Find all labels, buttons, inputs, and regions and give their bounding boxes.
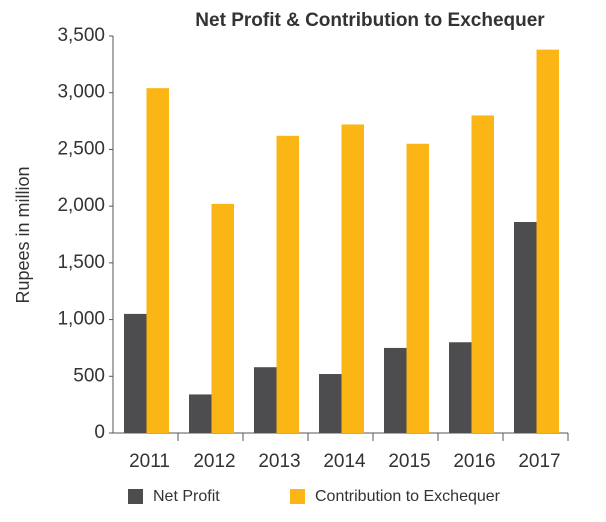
x-tick-label: 2013 <box>258 451 300 472</box>
y-tick-label: 1,500 <box>57 252 105 273</box>
legend-swatch <box>290 489 305 504</box>
bar <box>449 342 472 433</box>
bar <box>341 124 364 433</box>
x-tick-label: 2011 <box>129 451 170 472</box>
chart-title: Net Profit & Contribution to Exchequer <box>195 10 545 31</box>
bar <box>254 367 277 433</box>
bar <box>514 222 537 433</box>
legend-swatch <box>128 489 143 504</box>
bar <box>189 394 212 433</box>
bar <box>536 49 559 434</box>
bar <box>384 347 407 433</box>
bar <box>406 143 429 433</box>
x-tick-label: 2015 <box>388 451 430 472</box>
bar <box>276 135 299 433</box>
bar <box>146 88 169 434</box>
y-tick-label: 1,000 <box>57 309 105 330</box>
bar <box>319 374 342 433</box>
y-tick-label: 3,000 <box>57 82 105 103</box>
bar <box>211 203 234 433</box>
legend-label: Contribution to Exchequer <box>315 488 501 505</box>
x-tick-label: 2014 <box>323 451 366 472</box>
y-tick-label: 2,000 <box>57 195 105 216</box>
bar <box>124 313 147 433</box>
x-tick-label: 2012 <box>193 451 235 472</box>
legend-label: Net Profit <box>153 488 220 505</box>
y-tick-label: 3,500 <box>57 25 105 46</box>
y-axis-label: Rupees in million <box>13 166 33 303</box>
x-tick-label: 2016 <box>453 451 495 472</box>
y-tick-label: 500 <box>73 365 105 386</box>
y-tick-label: 2,500 <box>57 138 105 159</box>
x-tick-label: 2017 <box>518 451 560 472</box>
bar <box>471 115 494 434</box>
y-tick-label: 0 <box>94 422 105 443</box>
